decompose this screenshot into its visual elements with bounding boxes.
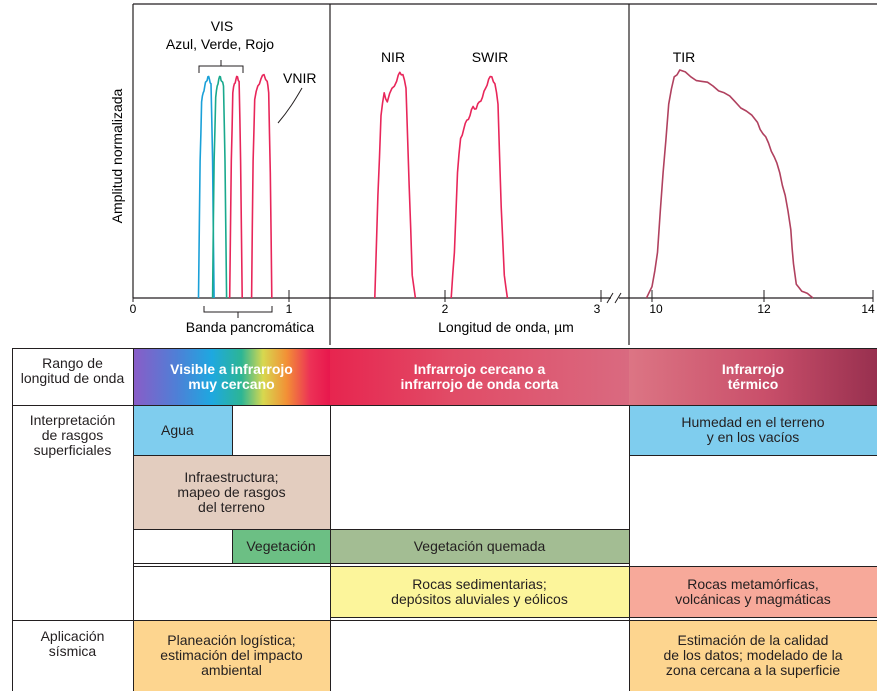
grid-row-563 bbox=[133, 563, 629, 564]
grid-row-566 bbox=[133, 566, 877, 567]
cell-rocas-metamorficas: Rocas metamórficas, volcánicas y magmáti… bbox=[629, 566, 877, 617]
x-tick-label-12: 12 bbox=[757, 302, 771, 316]
cell-vegetacion: Vegetación bbox=[232, 529, 330, 563]
grid-band-bottom bbox=[12, 405, 877, 406]
vnir-leader bbox=[277, 87, 303, 124]
x-tick-label-10: 10 bbox=[649, 302, 663, 316]
band-vnir: Visible a infrarrojo muy cercano bbox=[133, 348, 330, 405]
y-axis-label: Amplitud normalizada bbox=[109, 88, 125, 223]
grid-row-529 bbox=[133, 529, 629, 530]
pan-bracket bbox=[203, 306, 273, 318]
cell-infraestructura: Infraestructura; mapeo de rasgos del ter… bbox=[133, 455, 330, 529]
cell-vegetacion-quemada: Vegetación quemada bbox=[330, 529, 629, 563]
vis-bracket bbox=[198, 60, 244, 73]
grid-col-1 bbox=[133, 348, 134, 691]
grid-agua-right bbox=[232, 405, 233, 455]
band-nir-swir: Infrarrojo cercano a infrarrojo de onda … bbox=[330, 348, 629, 405]
spectral-curve-5 bbox=[450, 75, 509, 299]
spectral-curve-3 bbox=[250, 73, 273, 299]
cell-humedad: Humedad en el terreno y en los vacíos bbox=[629, 405, 877, 455]
grid-row-455-right bbox=[629, 455, 877, 456]
spectral-chart: 0 1 2 3 10 12 14 Amplitud normalizada Lo… bbox=[109, 3, 877, 345]
grid-row-617 bbox=[330, 617, 877, 618]
x-tick-label-1: 1 bbox=[286, 302, 293, 316]
spectral-curve-4 bbox=[374, 71, 417, 299]
spectral-curve-2 bbox=[228, 75, 243, 299]
row-label-interp: Interpretación de rasgos superficiales bbox=[29, 412, 116, 458]
axis-break-mark-2 bbox=[614, 292, 622, 304]
pan-label: Banda pancromática bbox=[186, 319, 315, 335]
cell-agua: Agua bbox=[133, 405, 232, 455]
vis-sub-label: Azul, Verde, Rojo bbox=[166, 36, 274, 52]
swir-label: SWIR bbox=[472, 49, 509, 65]
x-tick-label-14: 14 bbox=[861, 302, 875, 316]
x-tick-label-0: 0 bbox=[130, 302, 137, 316]
spectral-curve-0 bbox=[197, 75, 215, 299]
row-label-seismic: Aplicación sísmica bbox=[40, 628, 105, 659]
grid-col-3 bbox=[629, 405, 630, 691]
grid-top bbox=[12, 348, 877, 349]
axis-break-mark-1 bbox=[606, 292, 614, 304]
tir-label: TIR bbox=[673, 49, 696, 65]
vis-label: VIS bbox=[211, 18, 234, 34]
vnir-label: VNIR bbox=[283, 70, 316, 86]
spectral-curves bbox=[197, 69, 814, 299]
row-label-range: Rango de longitud de onda bbox=[20, 355, 125, 386]
grid-row-455 bbox=[133, 455, 330, 456]
grid-col-2 bbox=[330, 405, 331, 691]
grid-left bbox=[12, 348, 13, 691]
cell-planeacion: Planeación logística; estimación del imp… bbox=[133, 620, 330, 691]
x-tick-label-3: 3 bbox=[594, 302, 601, 316]
band-tir: Infrarrojo térmico bbox=[629, 348, 877, 405]
nir-label: NIR bbox=[381, 49, 405, 65]
grid-row-620 bbox=[12, 620, 877, 621]
grid-veg-left bbox=[232, 529, 233, 563]
x-axis-label: Longitud de onda, µm bbox=[438, 319, 574, 335]
spectral-curve-6 bbox=[645, 69, 814, 299]
cell-estimacion: Estimación de la calidad de los datos; m… bbox=[629, 620, 877, 691]
x-tick-label-2: 2 bbox=[442, 302, 449, 316]
spectral-curve-1 bbox=[211, 75, 228, 299]
cell-rocas-sedimentarias: Rocas sedimentarias; depósitos aluviales… bbox=[330, 566, 629, 617]
